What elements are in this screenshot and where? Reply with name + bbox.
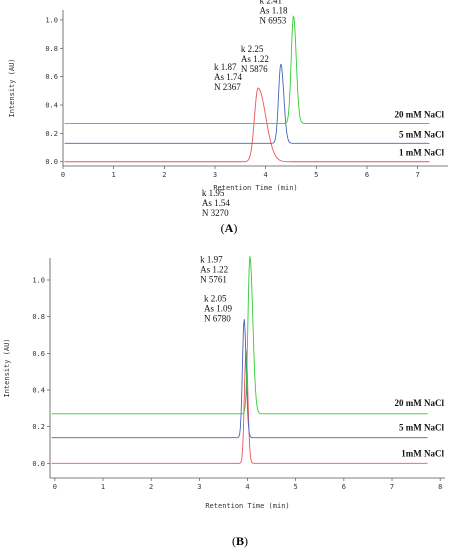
series-label: 5 mM NaCl: [399, 129, 444, 139]
peak-annotation: k 2.25: [241, 44, 264, 54]
x-tick-label: 3: [213, 171, 217, 179]
x-tick-label: 4: [264, 171, 268, 179]
series-line: [64, 63, 430, 144]
peak-annotation: As 1.09: [204, 304, 233, 314]
peak-annotation: As 1.18: [259, 6, 288, 16]
x-tick-label: 0: [61, 171, 65, 179]
x-tick-label: 5: [314, 171, 318, 179]
series-line: [64, 87, 430, 163]
y-tick-label: 0.2: [32, 423, 45, 431]
series-label: 20 mM NaCl: [395, 398, 445, 408]
series-line: [51, 349, 428, 464]
peak-annotation: N 2367: [214, 82, 241, 92]
x-tick-label: 6: [342, 483, 346, 491]
series-line: [51, 256, 428, 415]
series-label: 20 mM NaCl: [395, 109, 445, 119]
x-tick-label: 1: [112, 171, 116, 179]
x-tick-label: 3: [197, 483, 201, 491]
x-tick-label: 2: [149, 483, 153, 491]
y-tick-label: 1.0: [32, 277, 45, 285]
y-tick-label: 0.0: [45, 158, 58, 166]
y-tick-label: 0.2: [45, 130, 58, 138]
chart-panel-a: 0 1 2 3 4 5 6 7 0.0 0.2 0.4 0.6 0.8 1.0 Retention Time…: [8, 0, 448, 192]
x-tick-label: 5: [294, 483, 298, 491]
peak-annotation: k 1.97: [200, 255, 223, 265]
y-tick-label: 0.6: [32, 350, 45, 358]
x-tick-label: 7: [415, 171, 419, 179]
x-tick-label: 1: [101, 483, 105, 491]
y-axis-label: Intensity (AU): [3, 338, 11, 397]
panel-a-caption: (A): [221, 221, 238, 235]
series-line: [51, 319, 428, 439]
peak-annotation: N 6780: [204, 314, 231, 324]
y-tick-label: 0.8: [45, 45, 58, 53]
x-tick-label: 4: [245, 483, 249, 491]
y-axis-label: Intensity (AU): [8, 58, 16, 117]
peak-annotation: N 6953: [259, 16, 286, 26]
series-label: 1mM NaCl: [401, 448, 444, 458]
peak-annotation: As 1.22: [241, 54, 269, 64]
peak-annotation: k 2.05: [204, 294, 227, 304]
peak-annotation: N 3270: [202, 208, 229, 218]
x-tick-label: 2: [162, 171, 166, 179]
peak-annotation: k 1.95: [202, 188, 225, 198]
y-tick-label: 0.8: [32, 313, 45, 321]
x-tick-label: 0: [53, 483, 57, 491]
peak-annotation: N 5876: [241, 64, 268, 74]
peak-annotation: As 1.22: [200, 265, 228, 275]
series-line: [64, 15, 430, 124]
y-tick-label: 0.4: [45, 102, 58, 110]
x-tick-label: 7: [390, 483, 394, 491]
y-tick-label: 0.4: [32, 387, 45, 395]
x-axis-label: Retention Time (min): [213, 184, 297, 192]
panel-b-caption: (B): [232, 534, 248, 548]
series-label: 1 mM NaCl: [399, 148, 444, 158]
y-tick-label: 1.0: [45, 16, 58, 24]
chart-panel-b: 0 1 2 3 4 5 6 7 8 0.0 0.2 0.4 0.6 0.8 1.0 Retention Tim…: [3, 188, 445, 510]
peak-annotation: As 1.74: [214, 72, 243, 82]
peak-annotation: N 5761: [200, 275, 227, 285]
x-tick-label: 6: [365, 171, 369, 179]
y-tick-label: 0.6: [45, 73, 58, 81]
series-label: 5 mM NaCl: [399, 423, 444, 433]
peak-annotation: As 1.54: [202, 198, 231, 208]
y-tick-label: 0.0: [32, 460, 45, 468]
x-tick-label: 8: [438, 483, 442, 491]
x-axis-label: Retention Time (min): [205, 502, 289, 510]
peak-annotation: k 1.87: [214, 62, 237, 72]
peak-annotation: k 2.41: [259, 0, 282, 6]
